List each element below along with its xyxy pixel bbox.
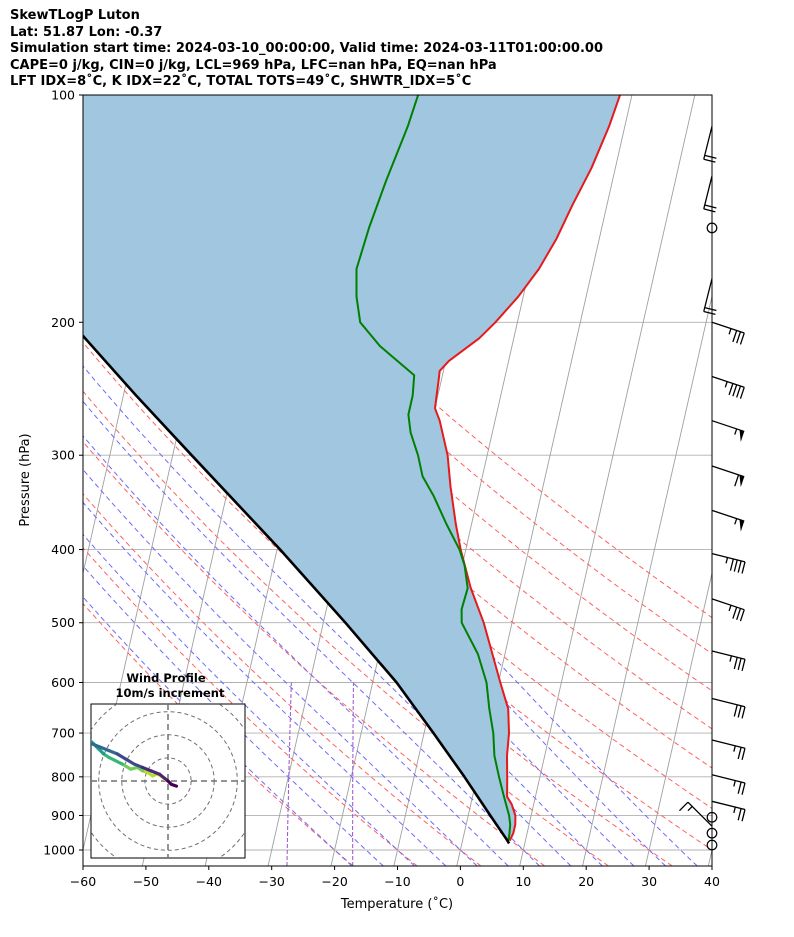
calm-wind-circle bbox=[706, 811, 718, 823]
y-tick-label: 900 bbox=[51, 808, 75, 823]
wind-barb bbox=[711, 697, 746, 719]
y-axis-label: Pressure (hPa) bbox=[18, 433, 33, 526]
dry-adiabat bbox=[83, 117, 712, 692]
wind-barb bbox=[711, 800, 746, 822]
x-tick-label: 0 bbox=[456, 874, 464, 889]
isotherm-line bbox=[707, 847, 712, 866]
dewpoint-line bbox=[355, 95, 512, 841]
parcel-line bbox=[83, 334, 511, 845]
moist-adiabat bbox=[83, 565, 384, 866]
wind-barb bbox=[711, 375, 745, 399]
y-tick-label: 600 bbox=[51, 675, 75, 690]
hodograph-segment bbox=[124, 757, 136, 766]
calm-wind-circle bbox=[706, 839, 718, 851]
indices-line-1: CAPE=0 j/kg, CIN=0 j/kg, LCL=969 hPa, LF… bbox=[10, 57, 497, 73]
hodograph-segment bbox=[120, 762, 133, 771]
dry-adiabat bbox=[83, 160, 712, 730]
wind-barb bbox=[711, 552, 746, 574]
isotherm-line bbox=[645, 571, 712, 866]
y-tick-label: 800 bbox=[51, 769, 75, 784]
y-tick-label: 300 bbox=[51, 448, 75, 463]
temperature-line bbox=[434, 95, 621, 842]
wind-barb bbox=[679, 801, 713, 827]
wind-barb bbox=[711, 650, 746, 672]
moist-adiabat bbox=[83, 501, 447, 866]
wind-barb bbox=[711, 321, 745, 345]
wind-barb bbox=[703, 175, 717, 213]
isotherm-line bbox=[519, 95, 696, 866]
dry-adiabat bbox=[83, 203, 712, 769]
moist-adiabat bbox=[83, 533, 415, 866]
header: SkewTLogP Luton Lat: 51.87 Lon: -0.37 Si… bbox=[10, 8, 603, 91]
hodograph-segment bbox=[83, 737, 88, 739]
moist-adiabat bbox=[83, 435, 509, 866]
hodograph-segment bbox=[91, 741, 94, 746]
y-tick-label: 200 bbox=[51, 315, 75, 330]
moist-adiabat bbox=[83, 596, 353, 866]
x-tick-label: −50 bbox=[133, 874, 159, 889]
hodograph-segment bbox=[157, 772, 170, 783]
wind-barb bbox=[711, 509, 745, 532]
dry-adiabat bbox=[83, 493, 482, 866]
chart-title: SkewTLogP Luton bbox=[10, 8, 140, 23]
hodograph-subtitle: 10m/s increment bbox=[116, 686, 225, 700]
wind-barb bbox=[711, 420, 745, 442]
mixing-ratio-line bbox=[352, 682, 354, 866]
x-tick-label: −10 bbox=[384, 874, 410, 889]
x-tick-label: 40 bbox=[704, 874, 720, 889]
x-tick-label: −20 bbox=[321, 874, 347, 889]
indices-line-2: LFT IDX=8˚C, K IDX=22˚C, TOTAL TOTS=49˚C… bbox=[10, 74, 472, 89]
dry-adiabat bbox=[83, 441, 546, 866]
moist-adiabat bbox=[83, 468, 478, 866]
x-tick-label: 10 bbox=[515, 874, 531, 889]
moist-adiabat bbox=[83, 400, 540, 866]
wind-barb bbox=[711, 739, 746, 761]
y-tick-label: 1000 bbox=[43, 843, 75, 858]
wind-barb bbox=[703, 278, 717, 316]
y-tick-label: 500 bbox=[51, 615, 75, 630]
x-axis-label: Temperature (˚C) bbox=[340, 896, 453, 912]
y-tick-label: 700 bbox=[51, 726, 75, 741]
dry-adiabat bbox=[83, 248, 712, 810]
wind-barb bbox=[703, 126, 717, 163]
wind-barb bbox=[711, 774, 746, 795]
shaded-cape-area bbox=[83, 95, 620, 841]
x-tick-label: 30 bbox=[641, 874, 657, 889]
wind-barb bbox=[711, 598, 745, 622]
calm-wind-circle bbox=[706, 827, 718, 839]
y-tick-label: 100 bbox=[51, 88, 75, 103]
moist-adiabat bbox=[83, 219, 698, 866]
x-tick-label: −30 bbox=[259, 874, 285, 889]
calm-wind-circle bbox=[706, 222, 718, 234]
hodograph-segment bbox=[115, 752, 128, 761]
x-tick-label: −40 bbox=[196, 874, 222, 889]
hodograph-ring bbox=[98, 711, 238, 851]
hodograph-segment bbox=[169, 782, 179, 788]
y-tick-label: 400 bbox=[51, 542, 75, 557]
mixing-ratio-line bbox=[286, 682, 292, 866]
location-line: Lat: 51.87 Lon: -0.37 bbox=[10, 24, 163, 40]
hodograph-title: Wind Profile bbox=[126, 671, 206, 685]
isotherm-line bbox=[582, 294, 712, 866]
moist-adiabat bbox=[83, 365, 572, 866]
x-tick-label: 20 bbox=[578, 874, 594, 889]
isotherm-line bbox=[0, 95, 3, 866]
x-tick-label: −60 bbox=[70, 874, 96, 889]
wind-barb bbox=[711, 465, 745, 488]
dry-adiabat bbox=[83, 390, 609, 866]
time-line: Simulation start time: 2024-03-10_00:00:… bbox=[10, 41, 603, 56]
